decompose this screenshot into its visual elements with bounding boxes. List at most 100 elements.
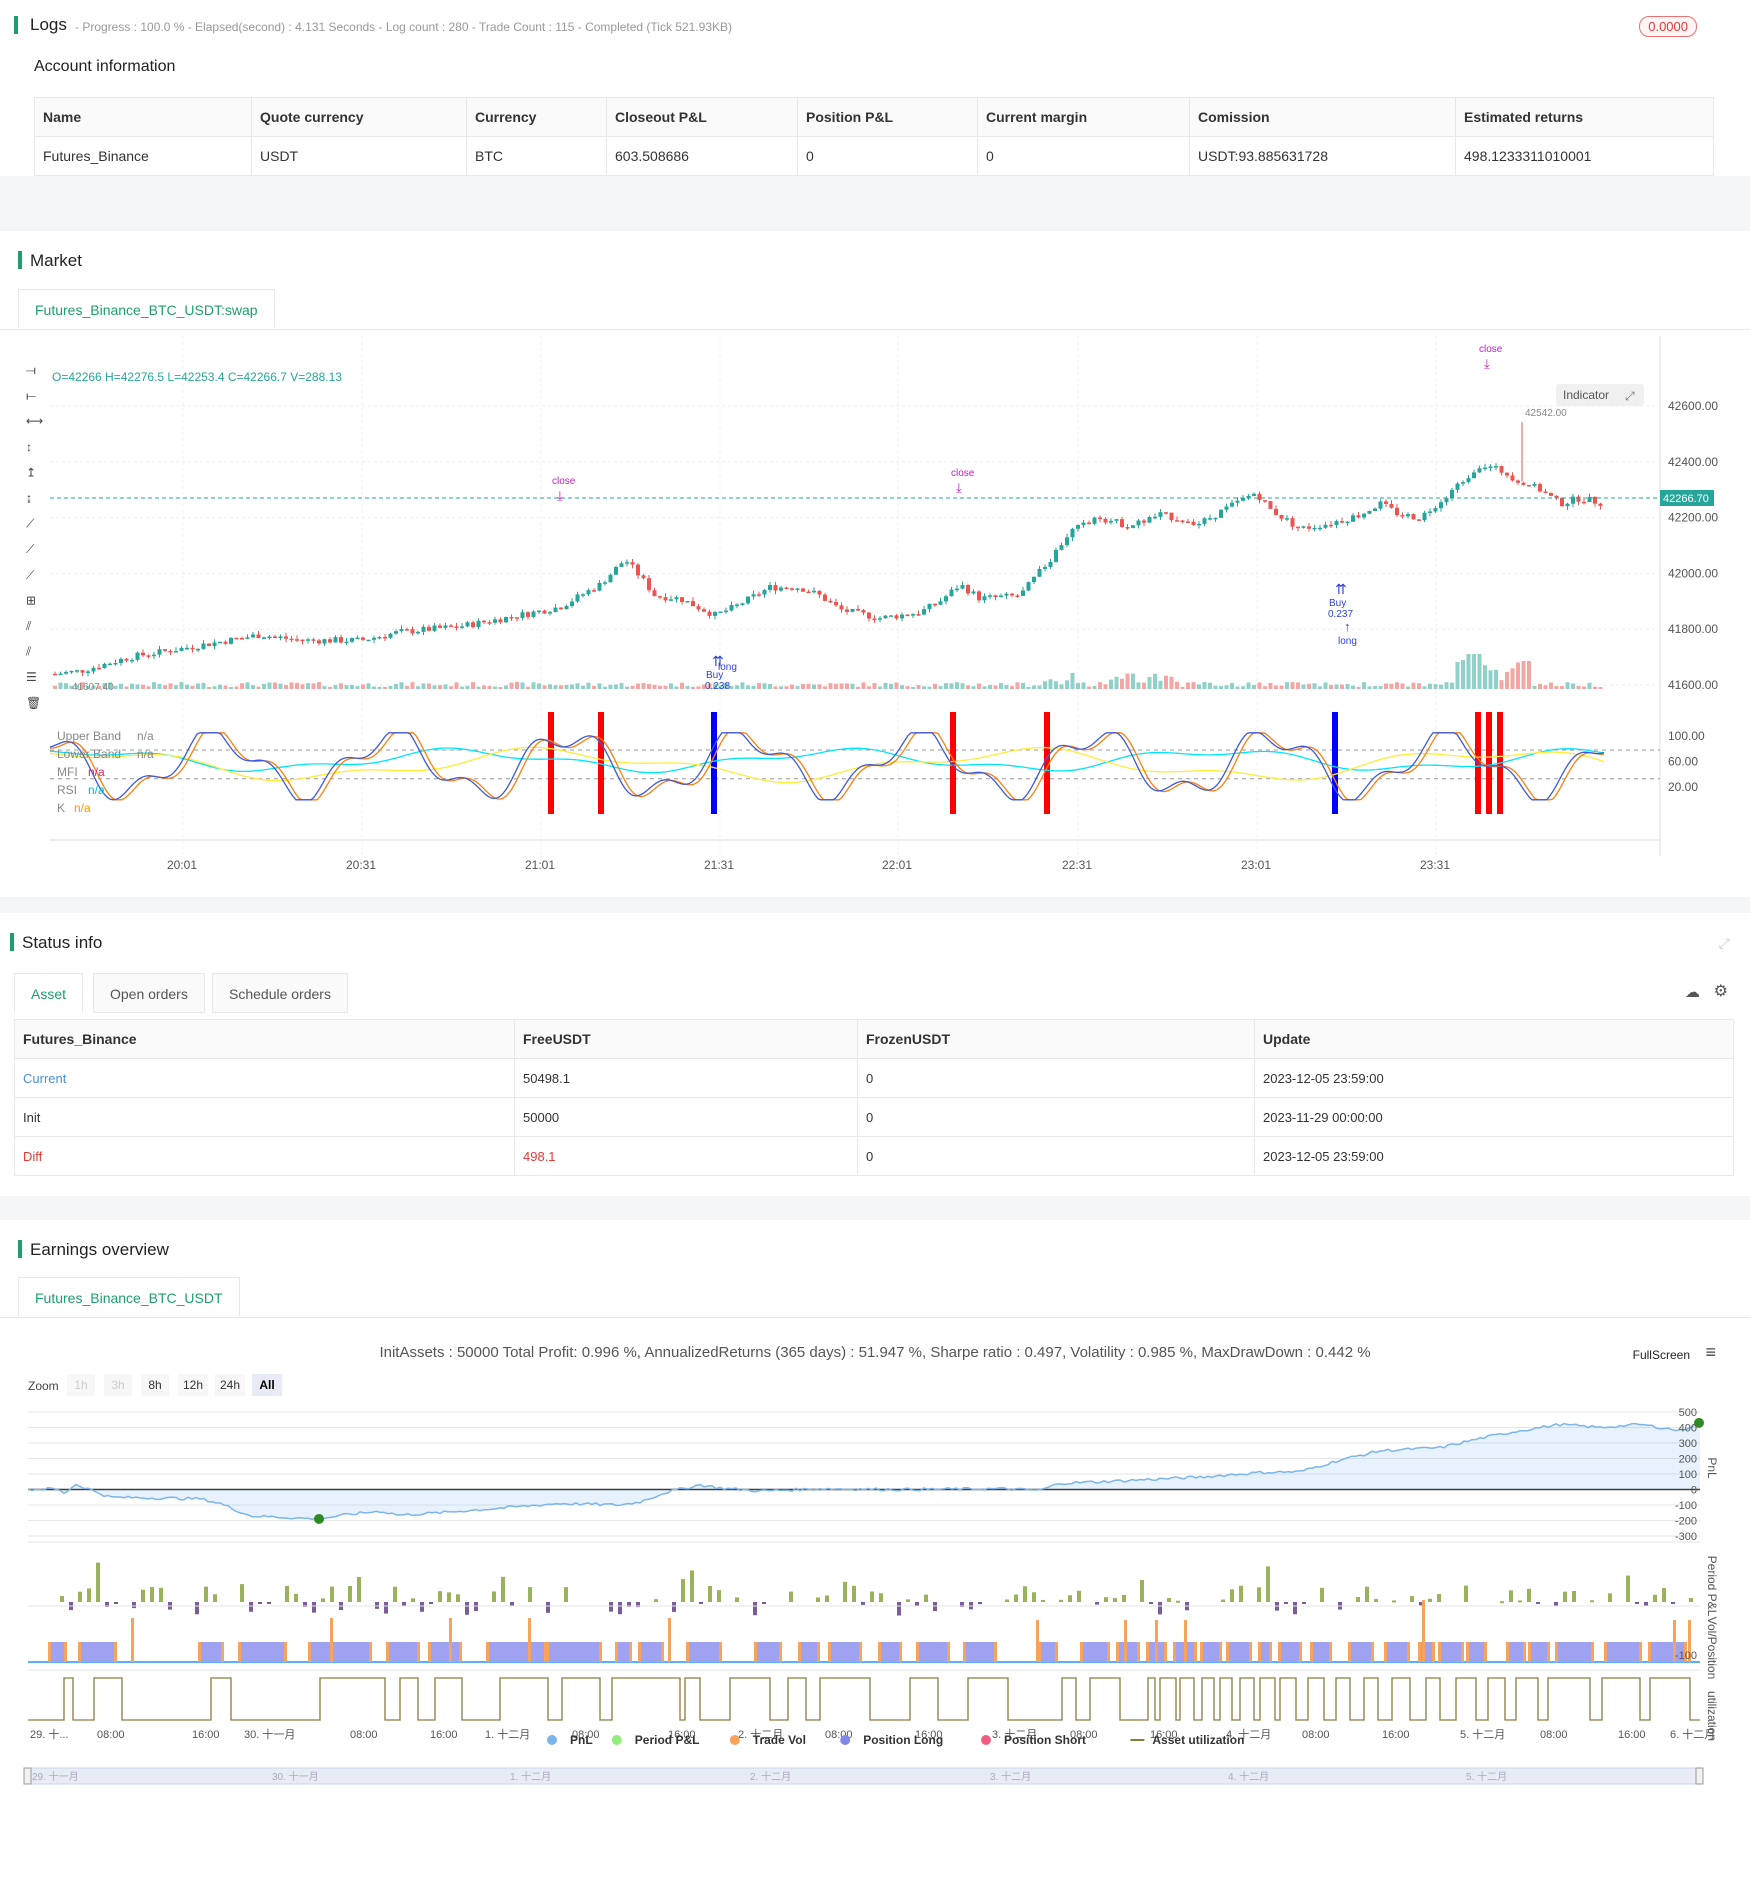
zoom-8h-button[interactable]: 8h [141,1374,169,1396]
trade-vol-bar [1219,1642,1222,1662]
volume-bar [1169,676,1174,689]
legend-item-label[interactable]: Period P&L [635,1733,700,1747]
tab-earnings-symbol[interactable]: Futures_Binance_BTC_USDT [18,1277,240,1317]
drawing-toolbar[interactable]: ⟞ ⟝ ⟷ ↕ ↥ ↨ ⟋ ⟋ ⟋ ⊞ ⫽ ⫽ ☰ 🗑 [25,363,43,710]
draw-tool-icon[interactable]: ⟝ [26,389,36,403]
period-pnl-bar [1365,1586,1369,1602]
volume-bar [977,683,981,689]
buy-signal-qty: 0.237 [1328,609,1353,620]
zoom-all-button[interactable]: All [252,1374,282,1396]
zoom-24h-button[interactable]: 24h [215,1374,245,1396]
draw-tool-icon[interactable]: ⊞ [26,593,36,607]
logs-badge: 0.0000 [1639,16,1697,37]
candle-body [278,636,283,639]
volume-bar [1131,673,1135,689]
tab-schedule-orders[interactable]: Schedule orders [212,973,348,1013]
candle-body [196,648,200,651]
draw-tool-icon[interactable]: ☰ [26,670,37,684]
grid [50,336,1660,856]
candle-body [119,658,123,663]
candle-body [1312,527,1317,530]
candle-body [69,670,74,673]
draw-tool-icon[interactable]: ⫽ [25,619,32,633]
indicator-button-label[interactable]: Indicator [1563,388,1609,402]
candle-body [1488,466,1493,468]
asset-cell: 0 [857,1058,1255,1098]
position-long-block [1650,1642,1685,1662]
draw-tool-icon[interactable]: ⟋ [26,568,35,582]
earnings-chart[interactable]: 500 400 300 200 100 0 -100 -200 -300 -100 PnL Perio… [0,1398,1750,1898]
tab-asset[interactable]: Asset [14,973,84,1013]
download-icon[interactable]: ☁ [1685,984,1700,1001]
period-pnl-bar [1149,1602,1153,1604]
period-pnl-bar [1230,1589,1234,1602]
legend-marker[interactable] [840,1735,851,1745]
draw-tool-icon[interactable]: ↕ [26,440,32,454]
legend-name: RSI [57,783,77,797]
legend-marker[interactable] [981,1735,991,1745]
draw-tool-icon[interactable]: ⫽ [25,645,32,659]
draw-tool-icon[interactable]: ⟷ [26,414,43,428]
candle-body [1246,495,1251,498]
indicator-button-bg[interactable] [1556,384,1644,406]
zoom-label: Zoom [28,1379,59,1393]
volume-bar [889,683,893,689]
period-pnl-bar [1518,1600,1522,1603]
legend-item-label[interactable]: PnL [570,1733,593,1747]
candle-body [1290,518,1295,527]
asset-cell: 50000 [514,1097,858,1137]
navigator-left-handle[interactable] [23,1767,32,1785]
candle-body [185,647,189,650]
candle-body [179,647,184,652]
gear-icon[interactable]: ⚙ [1713,983,1728,1000]
legend-item-label[interactable]: Asset utilization [1152,1733,1244,1747]
legend-marker[interactable] [547,1735,557,1745]
trade-vol-bar [817,1642,820,1662]
volume-bar [1444,682,1449,689]
tab-open-orders[interactable]: Open orders [93,973,205,1013]
navigator[interactable]: 29. 十一月 30. 十一月 1. 十二月 2. 十二月 3. 十二月 4. 十二月 5.… [23,1767,1704,1785]
navigator-right-handle[interactable] [1695,1767,1704,1785]
zoom-3h-button[interactable]: 3h [104,1374,132,1396]
period-pnl-bar [1572,1590,1576,1602]
legend-marker[interactable] [729,1735,740,1745]
volume-bar [1307,683,1311,689]
market-chart[interactable]: ⟞⟝⟷↕↥↨⟋⟋⟋⊞⫽⫽☰🗑 42600.0042400.0042200.004… [0,336,1750,896]
trade-vol-bar [330,1618,333,1662]
volume-bar [905,686,910,689]
draw-tool-icon[interactable]: ↨ [26,491,32,505]
zoom-1h-button[interactable]: 1h [67,1374,95,1396]
market-title-text: Market [30,251,82,270]
legend-item-label[interactable]: Position Long [863,1733,943,1747]
legend-value: n/a [137,747,154,761]
zoom-12h-button[interactable]: 12h [178,1374,208,1396]
trade-vol-bar [1418,1642,1421,1662]
candle-body [504,617,508,623]
volume-bar [1109,679,1113,689]
expand-icon[interactable]: ⤢ [1624,389,1635,403]
draw-tool-icon[interactable]: 🗑 [26,696,41,710]
fullscreen-button[interactable]: FullScreen [1632,1348,1690,1362]
volume-bar [1466,654,1471,689]
candle-body [1389,503,1394,508]
legend-item-label[interactable]: Position Short [1004,1733,1086,1747]
candle-body [944,596,948,602]
volume-bar [1582,686,1586,689]
volume-bar [1246,682,1251,689]
draw-tool-icon[interactable]: ↥ [26,465,36,479]
expand-icon[interactable]: ⤢ [1718,935,1730,951]
volume-bar [1351,685,1355,689]
volume-bar [603,686,607,689]
draw-tool-icon[interactable]: ⟋ [26,542,35,556]
indicator-button[interactable]: Indicator ⤢ [1556,384,1644,406]
candle-body [306,639,310,641]
tab-market-symbol[interactable]: Futures_Binance_BTC_USDT:swap [18,289,275,329]
trade-vol-bar [1200,1642,1203,1662]
menu-icon[interactable]: ≡ [1705,1342,1716,1362]
draw-tool-icon[interactable]: ⟞ [26,363,36,377]
draw-tool-icon[interactable]: ⟋ [26,517,35,531]
legend-marker[interactable] [611,1735,622,1745]
volume-bar [636,683,640,689]
legend-item-label[interactable]: Trade Vol [753,1733,806,1747]
earnings-legend[interactable]: PnL Period P&L Trade Vol Position Long Posit… [547,1733,1244,1747]
